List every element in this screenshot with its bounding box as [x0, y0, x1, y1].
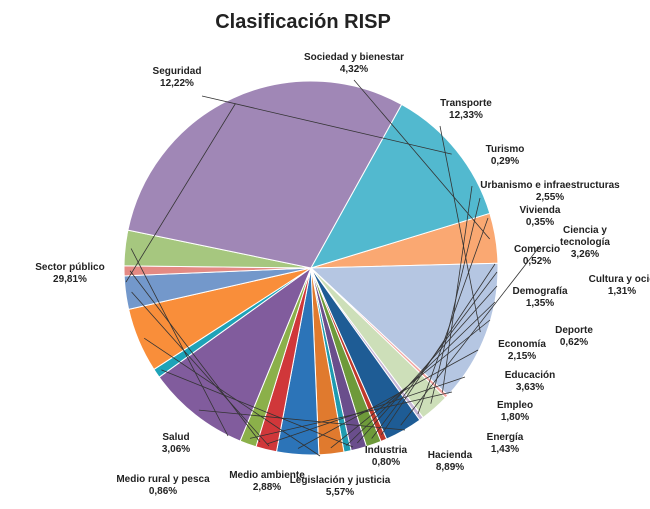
- leader-line-deporte: [346, 301, 496, 446]
- data-label-seguridad: Seguridad 12,22%: [153, 66, 202, 89]
- leader-line-industria: [161, 369, 354, 448]
- leader-line-educacion: [297, 349, 479, 449]
- pie-slice-transporte: [309, 262, 499, 397]
- data-label-comercio: Comercio 0,52%: [514, 244, 560, 267]
- leader-line-sociedad-y-bienestar: [353, 79, 491, 240]
- pie-slice-hacienda: [158, 266, 313, 442]
- data-label-urbanismo-e-infraestructuras: Urbanismo e infraestructuras 2,55%: [480, 180, 620, 203]
- leader-line-medio-ambiente: [131, 291, 270, 447]
- leader-line-legislacion-y-justicia: [143, 337, 321, 457]
- pie-slice-sector-publico: [127, 80, 403, 269]
- leader-line-demografia: [357, 285, 498, 444]
- data-label-transporte: Transporte 12,33%: [440, 98, 492, 121]
- leader-line-vivienda: [417, 217, 489, 415]
- data-label-energia: Energía 1,43%: [487, 432, 524, 455]
- data-label-medio-rural-y-pesca: Medio rural y pesca 0,86%: [116, 474, 210, 497]
- leader-line-empleo: [267, 376, 466, 445]
- leader-line-salud: [130, 248, 229, 437]
- leader-line-comercio: [381, 263, 496, 435]
- data-label-vivienda: Vivienda 0,35%: [520, 205, 561, 228]
- leader-line-energia: [249, 391, 453, 439]
- leader-line-urbanismo-e-infraestructuras: [430, 197, 481, 404]
- leader-line-sector-publico: [125, 103, 236, 283]
- data-label-economia: Economía 2,15%: [498, 339, 546, 362]
- data-label-cultura-y-ocio: Cultura y ocio 1,31%: [589, 274, 650, 297]
- data-label-industria: Industria 0,80%: [365, 445, 408, 468]
- chart-title: Clasificación RISP: [215, 11, 391, 33]
- data-label-sociedad-y-bienestar: Sociedad y bienestar 4,32%: [304, 52, 404, 75]
- leader-line-economia: [330, 319, 491, 449]
- data-label-turismo: Turismo 0,29%: [486, 144, 525, 167]
- data-label-legislacion-y-justicia: Legislación y justicia 5,57%: [290, 475, 391, 498]
- data-label-hacienda: Hacienda 8,89%: [428, 450, 473, 473]
- data-label-empleo: Empleo 1,80%: [497, 400, 533, 423]
- leader-line-turismo: [442, 185, 473, 393]
- data-label-sector-publico: Sector público 29,81%: [35, 262, 104, 285]
- leader-line-hacienda: [198, 409, 406, 431]
- data-label-deporte: Deporte 0,62%: [555, 325, 593, 348]
- leader-line-transporte: [439, 125, 481, 333]
- leader-lines: [125, 79, 541, 457]
- data-label-educacion: Educación 3,63%: [505, 370, 556, 393]
- data-label-medio-ambiente: Medio ambiente 2,88%: [229, 470, 305, 493]
- data-label-ciencia-y-tecnologia: Ciencia y tecnología 3,26%: [560, 225, 610, 260]
- pie-slice-seguridad: [309, 103, 491, 269]
- data-labels: Sociedad y bienestar 4,32% Transporte 12,33…: [35, 52, 650, 498]
- data-label-salud: Salud 3,06%: [162, 432, 190, 455]
- leader-line-cultura-y-ocio: [371, 271, 498, 439]
- leader-line-medio-rural-y-pesca: [129, 270, 261, 443]
- data-label-demografia: Demografía 1,35%: [512, 286, 567, 309]
- leader-line-seguridad: [201, 95, 452, 155]
